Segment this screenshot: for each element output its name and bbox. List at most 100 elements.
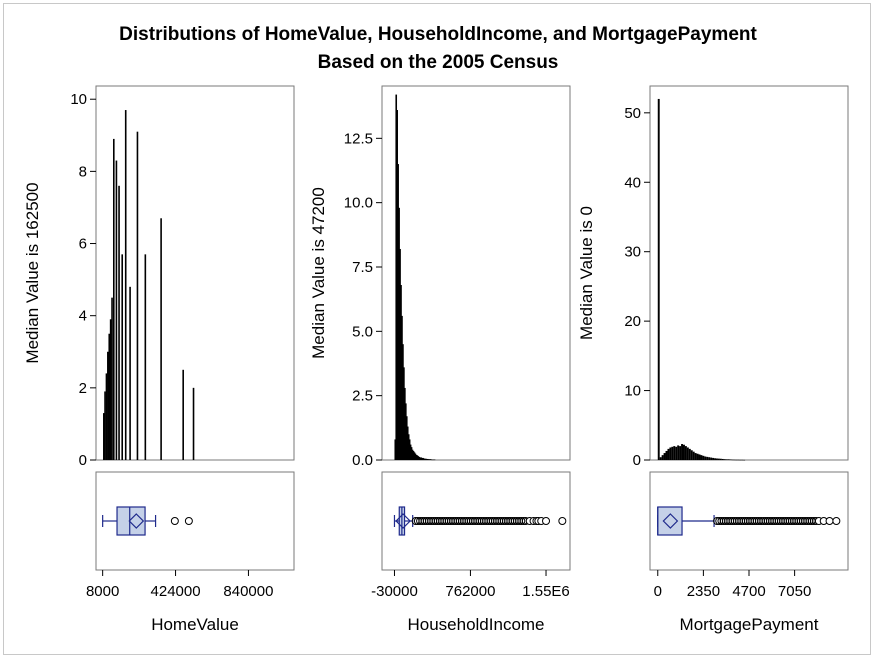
histogram-bar xyxy=(717,458,720,460)
y-tick-label: 2.5 xyxy=(352,388,373,405)
histogram-bar xyxy=(710,457,713,460)
histogram-bar xyxy=(673,446,676,460)
histogram-bar xyxy=(112,138,115,460)
chart-title: Distributions of HomeValue, HouseholdInc… xyxy=(119,24,757,45)
histogram-bar xyxy=(109,319,112,460)
y-tick-label: 40 xyxy=(624,174,641,191)
x-tick-label: 840000 xyxy=(223,583,273,600)
panel-mortgagepayment: 0 10 20 30 40 50 Median Value is 0 0 2350 4700 705… xyxy=(577,85,849,634)
y-tick-label: 0 xyxy=(633,452,641,469)
histogram-bar xyxy=(663,453,666,460)
chart-subtitle: Based on the 2005 Census xyxy=(318,52,559,73)
histogram-bar xyxy=(413,452,416,460)
y-tick-label: 5.0 xyxy=(352,323,373,340)
histogram-bar xyxy=(694,453,697,460)
histogram-bar xyxy=(115,160,118,461)
histogram-bar xyxy=(735,459,738,461)
histogram-bar xyxy=(679,446,682,460)
mean-marker xyxy=(128,513,145,529)
histogram-bar xyxy=(714,458,716,460)
histogram-bar xyxy=(721,458,724,460)
x-axis-label: HomeValue xyxy=(151,615,239,634)
histogram-bar xyxy=(395,94,398,460)
histogram-bar xyxy=(405,403,407,460)
histogram-bar xyxy=(412,450,415,460)
histogram-bar xyxy=(406,426,409,460)
histogram-bar xyxy=(741,459,744,461)
histogram-bar xyxy=(686,447,689,460)
histogram-bar xyxy=(182,369,184,460)
histogram-bar xyxy=(729,459,732,461)
histogram-bar xyxy=(410,447,413,460)
y-tick-label: 0.0 xyxy=(352,452,373,469)
histogram-bar xyxy=(121,254,124,460)
histogram-bar xyxy=(706,456,709,460)
histogram-bar xyxy=(431,459,434,461)
outlier-point xyxy=(517,517,526,525)
histogram-bar xyxy=(723,459,726,460)
y-axis-label: Median Value is 47200 xyxy=(309,187,328,359)
panels-group: 0 2 4 6 8 10 Median Value is 162500 8000 424000 8… xyxy=(23,85,849,634)
histogram-bar xyxy=(403,367,405,460)
x-tick-label: 0 xyxy=(654,583,662,600)
y-tick-label: 7.5 xyxy=(352,259,373,276)
histogram-bar xyxy=(136,131,139,460)
histogram-bar xyxy=(667,448,670,460)
mean-marker xyxy=(395,513,411,529)
x-tick-label: 8000 xyxy=(86,583,119,600)
histogram-bar xyxy=(398,207,400,460)
histogram-bar xyxy=(725,459,728,460)
histogram-bar xyxy=(160,218,162,460)
histogram-bar xyxy=(712,457,715,460)
histogram-bar xyxy=(397,164,399,460)
histogram-bar xyxy=(700,455,703,460)
histogram-bar xyxy=(129,286,131,460)
histogram-bar xyxy=(424,458,426,460)
histogram-bar xyxy=(429,459,432,460)
histogram-bar xyxy=(415,454,418,460)
mean-marker xyxy=(662,513,679,529)
histogram-bar xyxy=(124,110,127,460)
y-tick-label: 30 xyxy=(624,244,641,261)
histogram-bar xyxy=(417,456,420,460)
histogram-bar xyxy=(739,459,742,461)
histogram-bar xyxy=(418,456,421,460)
x-tick-label: 4700 xyxy=(732,583,765,600)
histogram-bar xyxy=(426,458,428,460)
histogram-bar xyxy=(696,453,699,460)
x-tick-label: 762000 xyxy=(445,583,495,600)
histogram-bar xyxy=(404,387,406,460)
histogram-bar xyxy=(677,445,680,460)
y-tick-label: 10.0 xyxy=(344,195,373,212)
histogram-bar xyxy=(661,455,664,460)
histogram-bar xyxy=(428,459,430,460)
histogram-frame xyxy=(381,85,571,461)
histogram-bar xyxy=(105,373,108,460)
histogram-bar xyxy=(681,444,683,460)
histogram-bar xyxy=(421,457,423,460)
histogram-bar xyxy=(698,454,701,460)
histogram-bar xyxy=(659,457,662,460)
histogram-bar xyxy=(743,459,746,461)
histogram-bar xyxy=(731,459,734,461)
histogram-bar xyxy=(401,315,403,460)
y-tick-label: 12.5 xyxy=(344,130,373,147)
y-tick-label: 8 xyxy=(79,163,87,180)
histogram-bar xyxy=(657,98,660,461)
histogram-bar xyxy=(669,447,672,460)
histogram-bar xyxy=(688,448,691,460)
histogram-bar xyxy=(425,458,427,460)
histogram-bar xyxy=(433,459,436,461)
histogram-bar xyxy=(408,439,411,460)
outlier-point xyxy=(832,517,841,525)
histogram-bar xyxy=(727,459,730,460)
y-tick-label: 2 xyxy=(79,380,87,397)
histogram-bar xyxy=(419,457,422,460)
panel-homevalue: 0 2 4 6 8 10 Median Value is 162500 8000 424000 8… xyxy=(23,85,295,634)
histogram-frame xyxy=(649,85,849,461)
iqr-box xyxy=(657,506,683,536)
histogram-bar xyxy=(702,455,705,460)
histogram-bar xyxy=(733,459,736,461)
histogram-bar xyxy=(422,457,424,460)
